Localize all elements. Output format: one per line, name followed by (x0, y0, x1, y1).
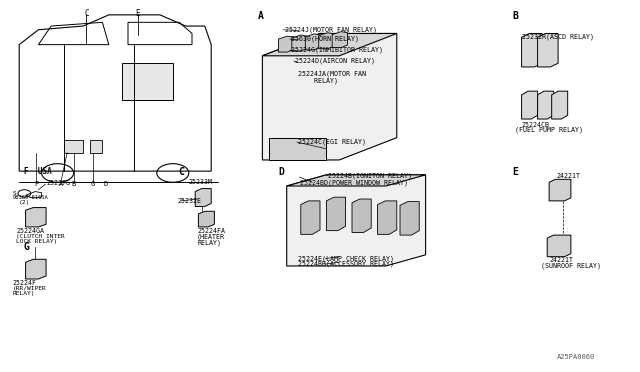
Polygon shape (332, 32, 348, 48)
Text: A: A (258, 11, 264, 20)
Polygon shape (538, 33, 558, 67)
Text: 25233M: 25233M (189, 179, 212, 185)
Polygon shape (301, 201, 320, 234)
Text: S: S (13, 191, 17, 196)
FancyBboxPatch shape (122, 63, 173, 100)
Polygon shape (278, 36, 294, 52)
Text: B: B (72, 181, 76, 187)
Polygon shape (522, 91, 538, 119)
Text: 25224GA: 25224GA (16, 228, 44, 234)
Polygon shape (326, 197, 346, 231)
Text: 25232R(ASCD RELAY): 25232R(ASCD RELAY) (522, 34, 593, 41)
Text: 25224J(MOTOR FAN RELAY): 25224J(MOTOR FAN RELAY) (285, 26, 377, 33)
Text: 24221T: 24221T (549, 257, 573, 263)
Text: LOCK RELAY): LOCK RELAY) (16, 239, 57, 244)
Text: B: B (512, 11, 518, 20)
Text: 25224BB(ACCESSORY RELAY): 25224BB(ACCESSORY RELAY) (298, 261, 394, 267)
Text: (SUNROOF RELAY): (SUNROOF RELAY) (541, 263, 601, 269)
Text: D: D (278, 167, 284, 177)
Polygon shape (262, 33, 397, 56)
Text: (RR/WIPER: (RR/WIPER (13, 286, 47, 291)
Polygon shape (287, 175, 426, 266)
Text: RELAY): RELAY) (298, 78, 339, 84)
Text: F  USA: F USA (24, 167, 51, 176)
Text: (CLUTCH INTER: (CLUTCH INTER (16, 234, 65, 239)
Text: 25224B(IGNITON RELAY): 25224B(IGNITON RELAY) (328, 173, 412, 179)
Text: 25232E: 25232E (178, 198, 202, 204)
Text: C: C (178, 167, 184, 177)
Text: G: G (91, 181, 95, 187)
Polygon shape (305, 34, 321, 50)
Polygon shape (262, 33, 397, 160)
Text: E: E (135, 9, 140, 17)
Polygon shape (378, 201, 397, 234)
Text: 25237G: 25237G (46, 180, 70, 186)
Polygon shape (287, 175, 426, 186)
Text: RELAY): RELAY) (13, 291, 35, 296)
Polygon shape (547, 235, 571, 257)
Text: RELAY): RELAY) (197, 239, 221, 246)
FancyBboxPatch shape (64, 140, 83, 153)
Text: 25224C(EGI RELAY): 25224C(EGI RELAY) (298, 139, 366, 145)
Polygon shape (26, 259, 46, 279)
Text: 25224D(AIRCON RELAY): 25224D(AIRCON RELAY) (295, 58, 375, 64)
Polygon shape (400, 202, 419, 235)
Text: A25PA0060: A25PA0060 (557, 354, 595, 360)
Text: 25224G(INHIBITOR RELAY): 25224G(INHIBITOR RELAY) (291, 47, 383, 54)
Text: F: F (35, 181, 38, 187)
Text: C: C (84, 9, 89, 17)
Polygon shape (198, 211, 214, 227)
Text: 25224FA: 25224FA (197, 228, 225, 234)
Polygon shape (538, 91, 554, 119)
Polygon shape (292, 35, 307, 51)
Text: D: D (104, 181, 108, 187)
Text: E: E (512, 167, 518, 177)
Polygon shape (195, 189, 211, 206)
Text: 25224BD(POWER WINDOW RELAY): 25224BD(POWER WINDOW RELAY) (300, 179, 408, 186)
Text: (FUEL PUMP RELAY): (FUEL PUMP RELAY) (515, 127, 583, 134)
Polygon shape (26, 208, 46, 227)
Text: G: G (24, 243, 29, 252)
Text: A: A (59, 181, 63, 187)
Text: 25224CB: 25224CB (522, 122, 550, 128)
Polygon shape (549, 179, 571, 201)
Text: 24221T: 24221T (557, 173, 581, 179)
Text: 25224E(LAMP CHECK RELAY): 25224E(LAMP CHECK RELAY) (298, 255, 394, 262)
Text: 25224JA(MOTOR FAN: 25224JA(MOTOR FAN (298, 70, 366, 77)
Text: (HEATER: (HEATER (197, 234, 225, 240)
Text: 25224F: 25224F (13, 280, 36, 286)
Polygon shape (319, 33, 334, 49)
FancyBboxPatch shape (90, 140, 102, 153)
FancyBboxPatch shape (269, 138, 326, 160)
Polygon shape (352, 199, 371, 232)
Polygon shape (552, 91, 568, 119)
Polygon shape (522, 33, 542, 67)
Text: 25630(HORN RELAY): 25630(HORN RELAY) (291, 36, 359, 42)
Text: 08360-6165A: 08360-6165A (13, 195, 49, 201)
Text: (2): (2) (19, 200, 30, 205)
